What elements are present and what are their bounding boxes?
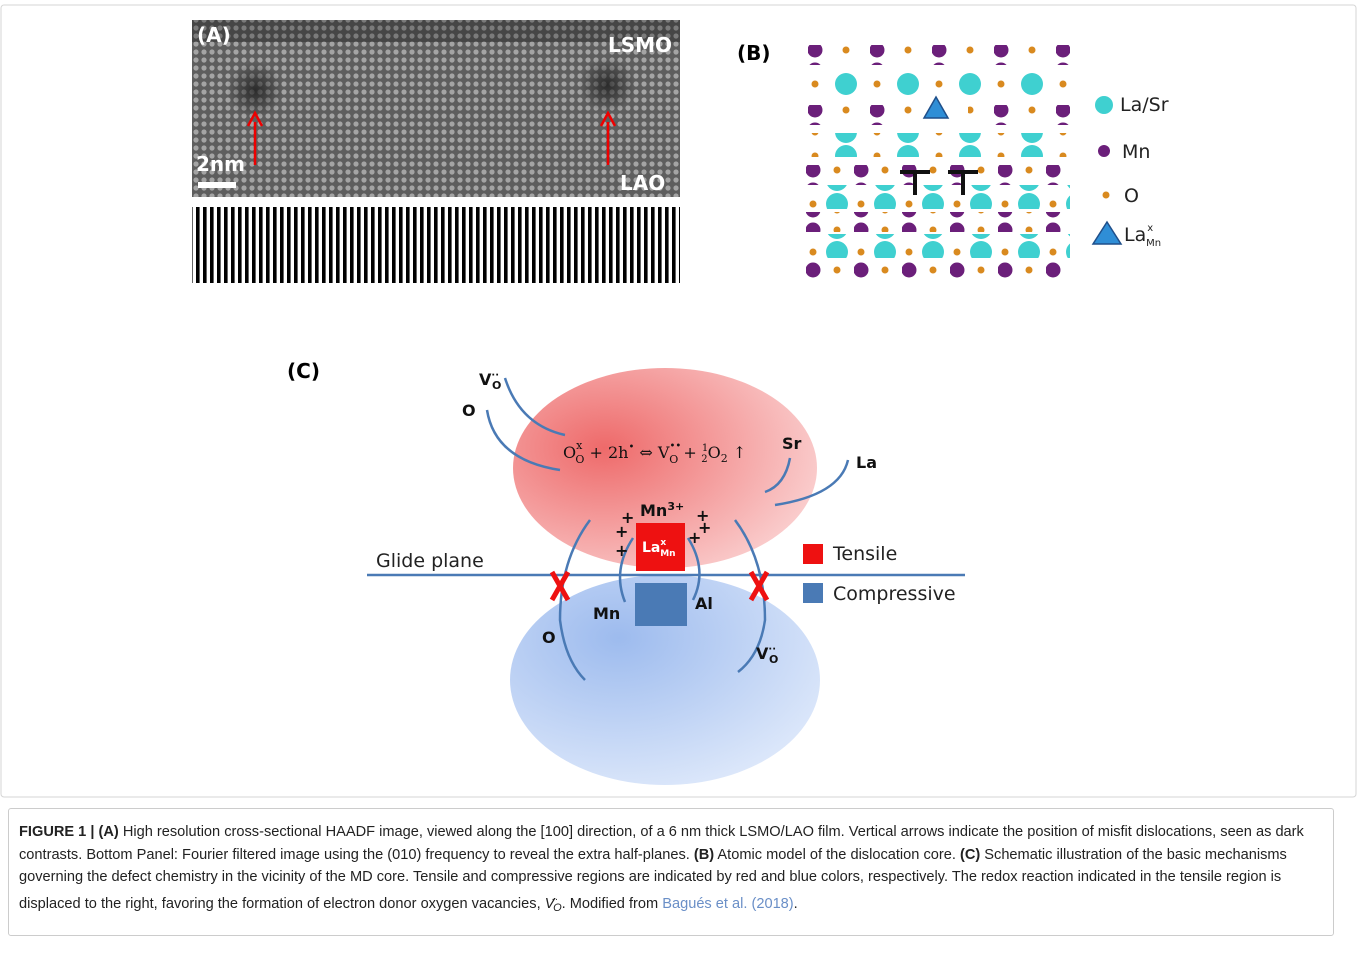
- symbol-sub: O: [553, 902, 562, 914]
- bottom-label: LAO: [620, 171, 665, 195]
- top-label: LSMO: [608, 33, 672, 57]
- reference-link[interactable]: Bagués et al. (2018): [662, 895, 793, 911]
- label: La: [856, 453, 877, 472]
- compressive-box: [635, 583, 687, 626]
- scale-bar: [198, 182, 236, 188]
- page: (A) LSMO LAO 2nm (B) La/Sr Mn O LaxMn (C…: [0, 0, 1357, 955]
- sup: x: [576, 439, 583, 452]
- text: O: [563, 443, 576, 462]
- figure-label: FIGURE 1 |: [19, 824, 99, 840]
- sub: O: [492, 379, 501, 392]
- caption-label: (B): [694, 847, 714, 863]
- panel-label: (A): [197, 23, 231, 47]
- caption-label: (C): [960, 847, 980, 863]
- text: La: [1124, 224, 1146, 246]
- legend-marker: [1098, 145, 1110, 157]
- plus: +: [615, 522, 628, 541]
- legend-label: Compressive: [833, 583, 956, 605]
- text: +: [678, 443, 702, 462]
- sub: 2: [721, 452, 728, 465]
- legend-label: Lax Mn: [1124, 223, 1161, 249]
- label: V··O: [479, 370, 501, 392]
- sub: Mn: [1146, 238, 1161, 249]
- atomic-model: [800, 45, 1070, 280]
- text: ↑: [728, 443, 747, 462]
- label: Sr: [782, 434, 802, 453]
- fourier-image: [192, 207, 680, 283]
- shade: [192, 20, 680, 42]
- text: La: [642, 540, 660, 556]
- caption: FIGURE 1 | (A) High resolution cross-sec…: [8, 808, 1334, 936]
- legend-marker: [1103, 192, 1110, 199]
- text: + 2h: [584, 443, 628, 462]
- legend-marker: [1093, 222, 1121, 244]
- glide-plane-label: Glide plane: [376, 550, 484, 572]
- label: Al: [695, 594, 713, 613]
- scale-label: 2nm: [196, 152, 245, 176]
- sub: O: [669, 453, 678, 466]
- plus: +: [688, 528, 701, 547]
- text: V: [479, 370, 492, 389]
- legend-marker: [803, 583, 823, 603]
- caption-label: (A): [99, 824, 119, 840]
- legend-label: Tensile: [832, 543, 897, 565]
- plus: +: [615, 541, 628, 560]
- label: Mn: [593, 604, 620, 623]
- legend-label: La/Sr: [1120, 94, 1169, 116]
- label: O: [462, 401, 476, 420]
- text: O: [708, 443, 721, 462]
- label: V··O: [756, 644, 778, 666]
- sup: 3+: [667, 500, 684, 513]
- dark-spot: [227, 62, 283, 118]
- panel-label: (C): [287, 359, 320, 383]
- caption-text: . Modified from: [562, 895, 663, 911]
- sub: O: [769, 653, 778, 666]
- legend-label: Mn: [1122, 141, 1150, 163]
- legend-marker: [803, 544, 823, 564]
- caption-text: .: [794, 895, 798, 911]
- label: O: [542, 628, 556, 647]
- text: V: [756, 644, 769, 663]
- dark-spot: [579, 57, 635, 113]
- text: Mn: [640, 501, 667, 520]
- legend-marker: [1095, 96, 1113, 114]
- sup: x: [660, 538, 666, 548]
- sub: O: [575, 453, 584, 466]
- sup: x: [1147, 223, 1153, 234]
- legend-label: O: [1124, 185, 1139, 207]
- sub: Mn: [660, 549, 675, 559]
- text: ⇔ V: [634, 443, 670, 462]
- panel-label: (B): [737, 41, 771, 65]
- caption-text: Atomic model of the dislocation core.: [714, 847, 960, 863]
